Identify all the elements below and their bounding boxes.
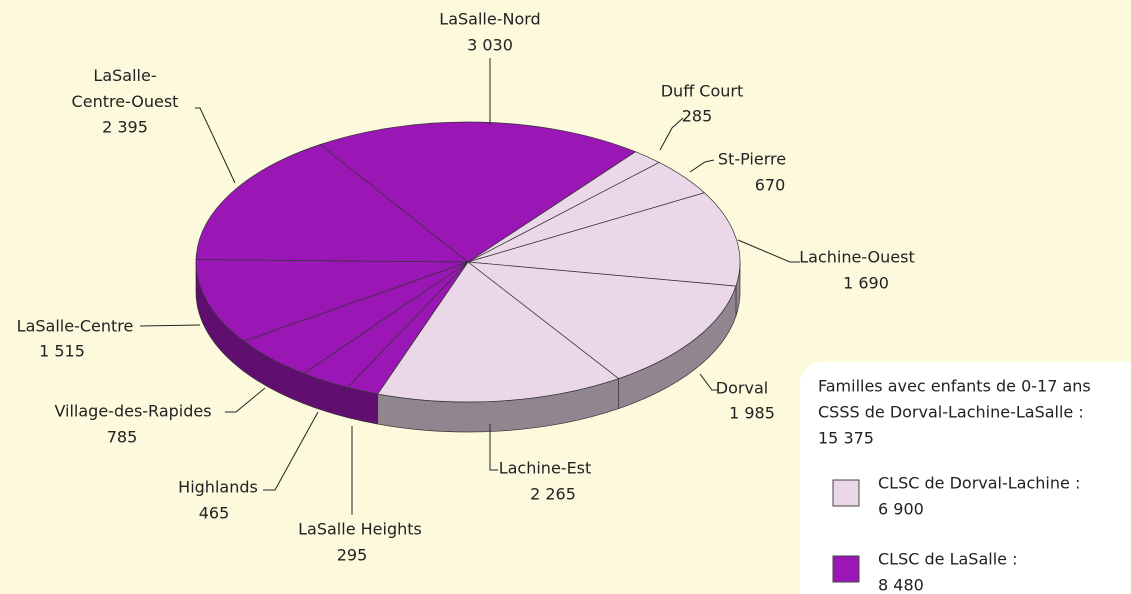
value-label: 1 690	[843, 274, 889, 293]
leader-line	[489, 424, 498, 471]
value-label: 465	[199, 504, 230, 523]
slice-label: Lachine-Est	[499, 459, 592, 478]
value-label: 1 515	[39, 342, 85, 361]
leader-line	[139, 324, 201, 327]
leader-line	[699, 373, 718, 391]
value-label: 2 395	[102, 118, 148, 137]
legend-swatch	[832, 555, 860, 583]
slice	[319, 121, 637, 263]
slice-label: LaSalle Heights	[298, 520, 422, 539]
slice-label: Dorval	[716, 379, 768, 398]
slice-label: Highlands	[178, 478, 258, 497]
leader-line	[263, 411, 319, 491]
leader-line	[659, 117, 684, 151]
legend-value: 6 900	[878, 500, 924, 519]
slice-label: St-Pierre	[718, 150, 786, 169]
value-label: 2 265	[530, 485, 576, 504]
slice	[195, 144, 470, 263]
slice	[377, 261, 620, 403]
slice	[466, 261, 737, 379]
legend-swatch	[832, 479, 860, 507]
slice-label: LaSalle-Nord	[439, 10, 540, 29]
legend-title: CSSS de Dorval-Lachine-LaSalle :	[818, 403, 1084, 422]
leader-line	[225, 387, 266, 413]
slice-label: Lachine-Ouest	[799, 248, 915, 267]
value-label: 295	[337, 546, 368, 565]
leader-line	[689, 159, 715, 173]
slice	[195, 259, 469, 342]
slice-label: LaSalle-Centre	[17, 317, 134, 336]
legend-value: 8 480	[878, 576, 924, 594]
legend-title: Familles avec enfants de 0-17 ans	[818, 377, 1091, 396]
leader-line	[737, 239, 800, 263]
legend-label: CLSC de Dorval-Lachine :	[878, 474, 1080, 493]
slice	[467, 192, 741, 287]
legend-label: CLSC de LaSalle :	[878, 550, 1017, 569]
legend-total: 15 375	[818, 429, 874, 448]
slice-label: Village-des-Rapides	[54, 402, 211, 421]
value-label: 285	[682, 107, 713, 126]
slice-label: Duff Court	[661, 82, 744, 101]
legend-box	[800, 362, 1131, 594]
value-label: 670	[755, 176, 786, 195]
value-label: 3 030	[467, 36, 513, 55]
slice-label: LaSalle-Centre-Ouest	[72, 66, 179, 111]
leader-line	[195, 107, 236, 184]
value-label: 785	[107, 428, 138, 447]
value-label: 1 985	[729, 404, 775, 423]
